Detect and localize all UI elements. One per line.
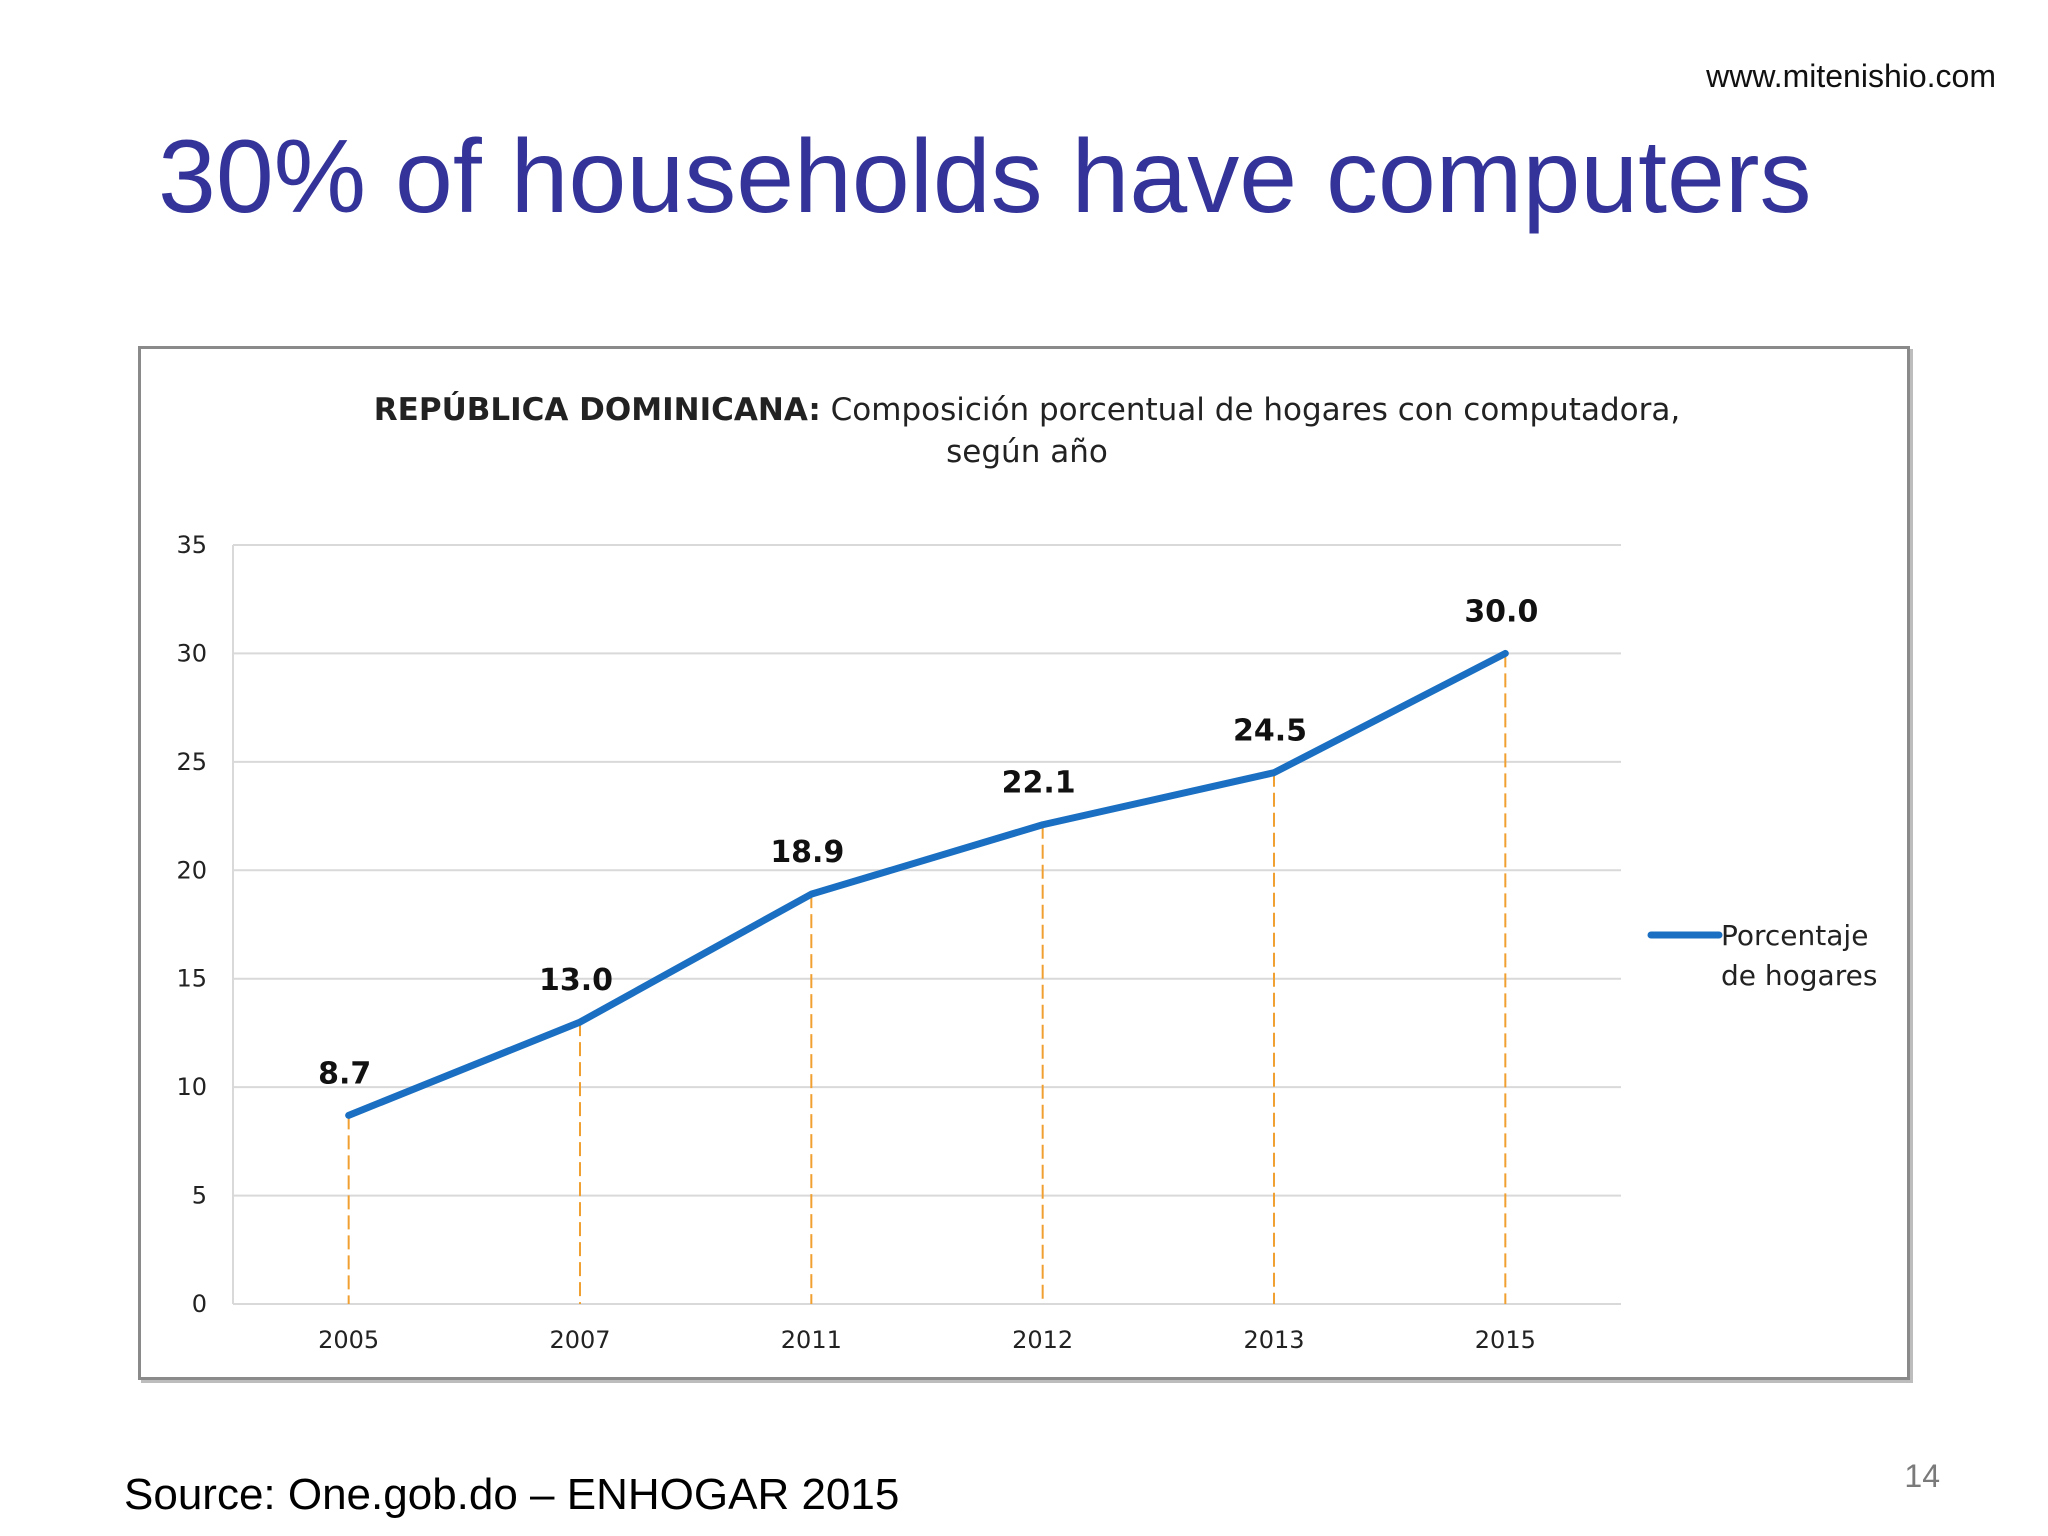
data-point-2012 <box>1039 821 1046 828</box>
x-tick-label: 2015 <box>1475 1326 1536 1354</box>
data-label-2005: 8.7 <box>318 1056 371 1091</box>
y-tick-label: 0 <box>192 1290 207 1318</box>
x-tick-label: 2005 <box>318 1326 379 1354</box>
data-label-2015: 30.0 <box>1464 594 1538 629</box>
y-tick-label: 15 <box>176 965 207 993</box>
data-point-2007 <box>577 1019 583 1026</box>
legend-label: de hogares <box>1721 959 1877 992</box>
line-chart: 0 5 10 15 20 25 30 35 2005 2007 2011 2012 2013 2015 8.… <box>176 531 1877 1354</box>
page-number: 14 <box>1904 1458 1940 1494</box>
x-tick-label: 2013 <box>1243 1326 1304 1354</box>
x-tick-label: 2012 <box>1012 1326 1073 1354</box>
y-tick-label: 20 <box>176 856 207 884</box>
slide-title: 30% of households have computers <box>158 119 1812 235</box>
website-url: www.mitenishio.com <box>1706 58 1996 94</box>
chart-title-country: REPÚBLICA DOMINICANA: <box>373 392 821 428</box>
series-line <box>345 649 1509 1119</box>
y-tick-label: 30 <box>176 639 207 667</box>
y-tick-label: 25 <box>176 748 207 776</box>
data-label-2007: 13.0 <box>539 963 613 998</box>
y-tick-label: 10 <box>176 1073 207 1101</box>
data-point-2015 <box>1502 650 1509 657</box>
data-point-2011 <box>808 891 815 898</box>
y-tick-label: 5 <box>192 1182 207 1210</box>
y-tick-label: 35 <box>176 531 207 559</box>
data-point-2013 <box>1271 769 1277 776</box>
chart-title-description: Composición porcentual de hogares con co… <box>820 392 1681 428</box>
data-point-2005 <box>345 1112 352 1119</box>
data-label-2013: 24.5 <box>1233 714 1307 749</box>
x-tick-label: 2011 <box>781 1326 842 1354</box>
data-label-2011: 18.9 <box>770 835 844 870</box>
x-tick-label: 2007 <box>549 1326 610 1354</box>
legend-label: Porcentaje <box>1721 919 1868 952</box>
source-citation: Source: One.gob.do – ENHOGAR 2015 <box>124 1470 900 1519</box>
chart-title-line2: según año <box>946 434 1108 470</box>
data-label-2012: 22.1 <box>1002 766 1076 801</box>
chart-title: REPÚBLICA DOMINICANA: Composición porcen… <box>141 389 1913 473</box>
chart-frame: REPÚBLICA DOMINICANA: Composición porcen… <box>138 346 1910 1380</box>
